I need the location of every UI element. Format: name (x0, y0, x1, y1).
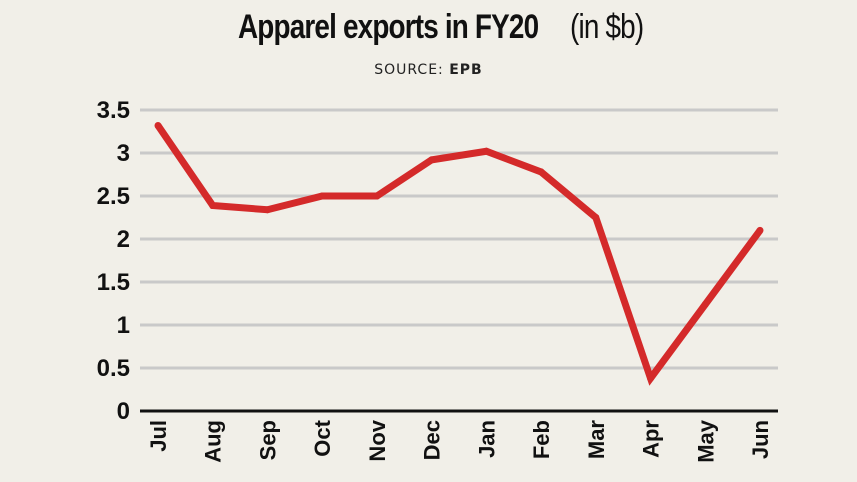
source-name: EPB (449, 62, 483, 78)
series-line (155, 123, 763, 386)
data-point-mar (592, 214, 600, 221)
x-tick-label: Jun (748, 420, 773, 459)
chart-title: Apparel exports in FY20 (in $b) (0, 8, 857, 47)
y-tick-label: 3.5 (97, 97, 130, 124)
y-tick-label: 1.5 (97, 269, 130, 296)
x-tick-label: Jan (474, 420, 499, 458)
x-tick-label: Sep (255, 420, 280, 460)
y-tick-label: 2 (117, 226, 130, 253)
series-layer (154, 121, 764, 386)
gridlines (140, 108, 778, 370)
y-tick-label: 2.5 (97, 183, 130, 210)
y-tick-label: 3 (117, 140, 130, 167)
data-point-oct (318, 192, 326, 200)
x-tick-label: Dec (420, 420, 445, 460)
data-point-feb (537, 168, 545, 176)
data-point-may (701, 300, 709, 308)
data-point-jul (154, 121, 162, 129)
x-tick-label: May (693, 419, 718, 463)
chart-title-main: Apparel exports in FY20 (238, 8, 539, 46)
data-point-jun (756, 226, 764, 234)
y-tick-label: 1 (117, 312, 130, 339)
x-tick-label: Feb (529, 420, 554, 459)
x-tick-label: Oct (310, 419, 335, 456)
y-tick-label: 0.5 (97, 355, 130, 382)
x-tick-label: Apr (639, 420, 664, 458)
source-label: SOURCE: (374, 62, 444, 78)
y-tick-label: 0 (117, 398, 130, 425)
data-point-aug (209, 201, 217, 209)
chart-source: SOURCE: EPB (0, 62, 857, 78)
data-point-nov (373, 192, 381, 200)
x-tick-label: Jul (146, 420, 171, 452)
data-point-sep (263, 206, 271, 214)
x-tick-label: Aug (201, 420, 226, 463)
x-tick-label: Mar (584, 420, 609, 460)
data-point-apr (647, 374, 655, 382)
chart-title-unit: (in $b) (570, 8, 644, 46)
y-axis-ticks: 0 0.5 1 1.5 2 2.5 3 3.5 (97, 97, 130, 425)
data-point-dec (428, 156, 436, 164)
x-tick-label: Nov (365, 419, 390, 461)
x-axis-ticks: Jul Aug Sep Oct Nov Dec Jan Feb Mar Apr May Jun (146, 419, 773, 463)
data-point-jan (482, 147, 490, 155)
